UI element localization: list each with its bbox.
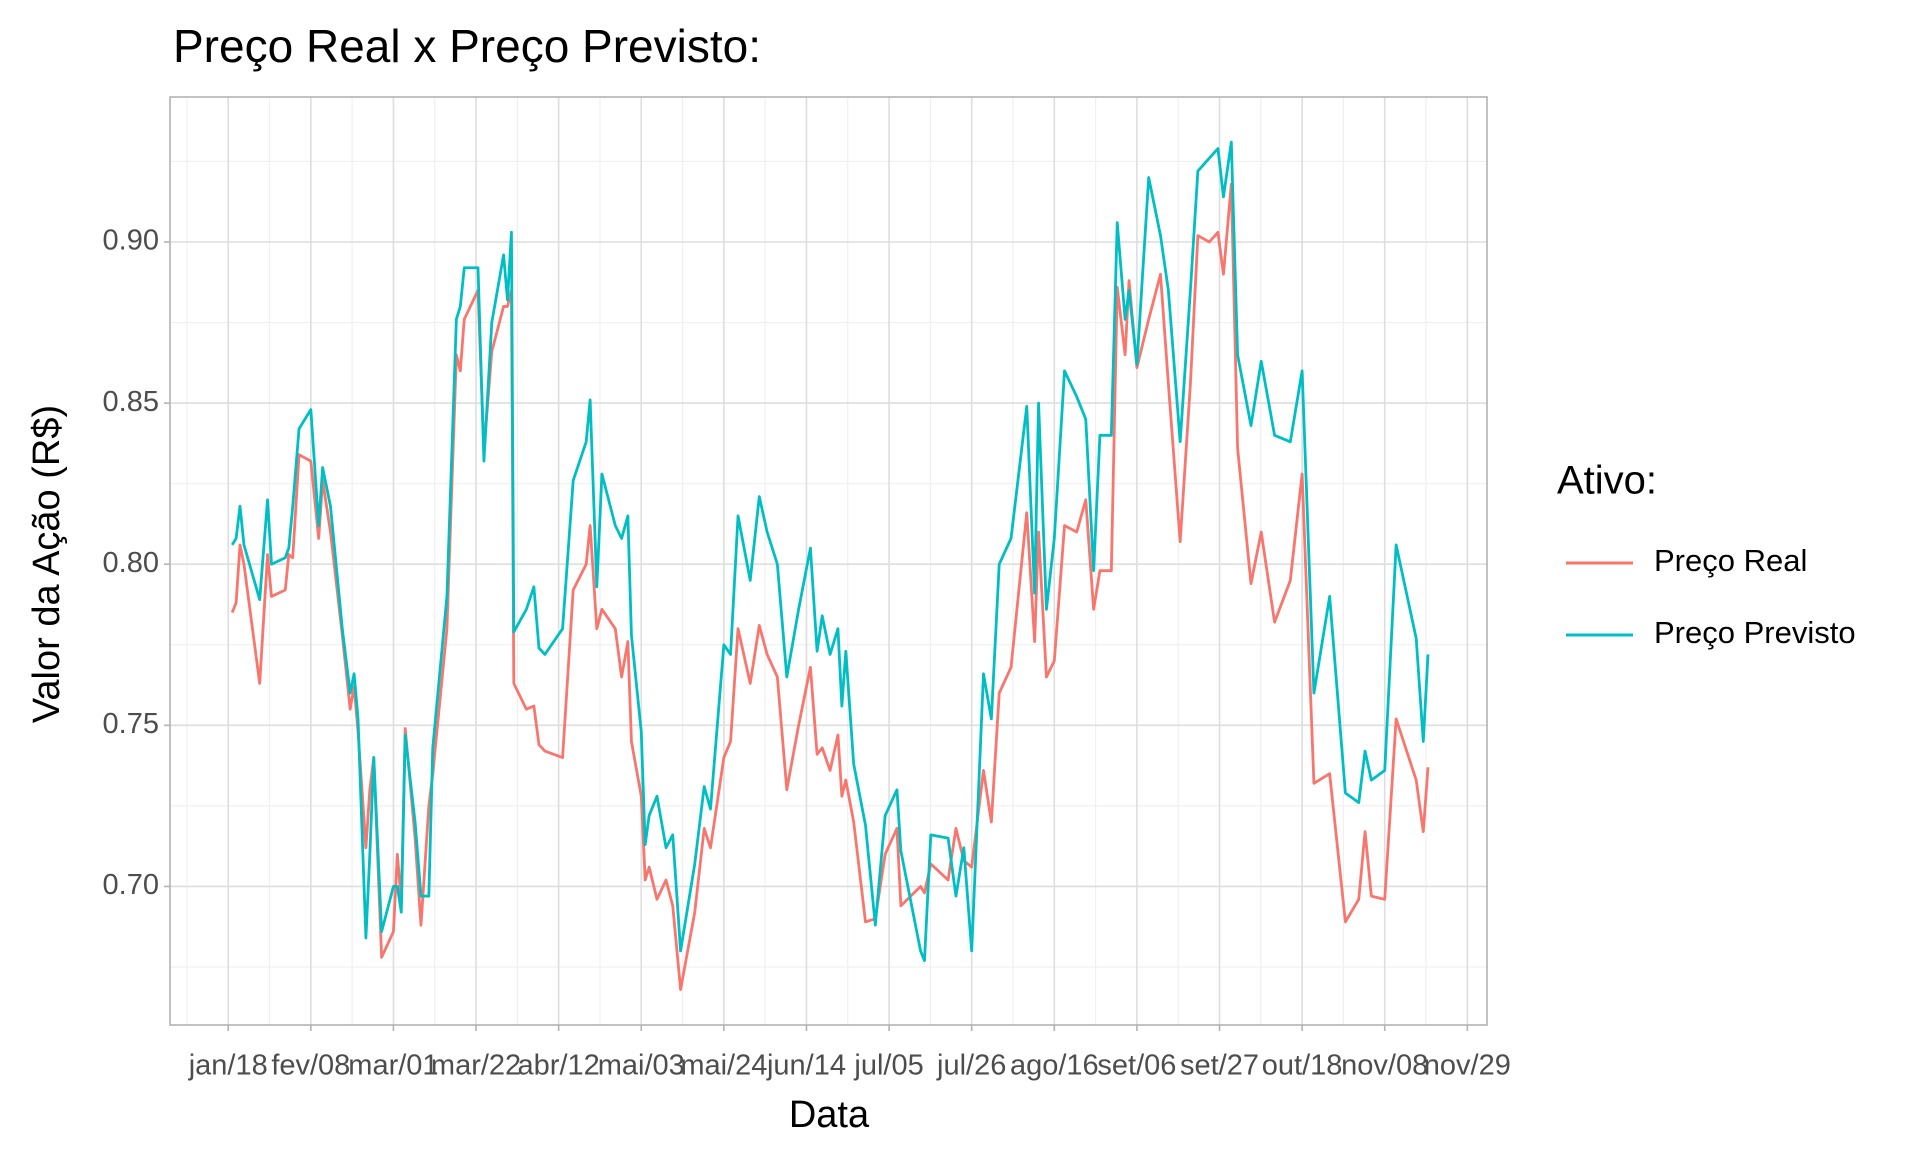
x-tick-label: out/18 bbox=[1262, 1050, 1343, 1082]
x-tick-label: set/27 bbox=[1180, 1050, 1259, 1082]
panel-border bbox=[169, 96, 1488, 1026]
x-tick-label: ago/16 bbox=[1010, 1050, 1099, 1082]
x-tick-label: abr/12 bbox=[518, 1050, 600, 1082]
legend-title: Ativo: bbox=[1557, 459, 1657, 503]
x-tick-label: jan/18 bbox=[188, 1050, 268, 1082]
line-series bbox=[230, 182, 1430, 991]
y-tick-label: 0.90 bbox=[103, 225, 159, 257]
x-axis-title: Data bbox=[789, 1094, 870, 1136]
legend-label: Preço Previsto bbox=[1654, 615, 1856, 650]
x-tick-label: mar/22 bbox=[431, 1050, 521, 1082]
x-tick-label: mai/24 bbox=[680, 1050, 767, 1082]
x-tick-label: jul/26 bbox=[936, 1050, 1006, 1082]
x-tick-label: nov/29 bbox=[1424, 1050, 1511, 1082]
chart-title: Preço Real x Preço Previsto: bbox=[173, 20, 761, 72]
y-tick-label: 0.70 bbox=[103, 869, 159, 901]
x-tick-label: mai/03 bbox=[598, 1050, 685, 1082]
x-tick-label: jul/05 bbox=[853, 1050, 923, 1082]
x-tick-label: mar/01 bbox=[348, 1050, 438, 1082]
y-tick-label: 0.75 bbox=[103, 708, 159, 740]
y-tick-label: 0.85 bbox=[103, 386, 159, 418]
x-tick-label: set/06 bbox=[1097, 1050, 1176, 1082]
x-tick-label: nov/08 bbox=[1341, 1050, 1428, 1082]
x-tick-label: jun/14 bbox=[766, 1050, 846, 1082]
line-series bbox=[230, 140, 1430, 962]
y-axis-title: Valor da Ação (R$) bbox=[26, 405, 68, 723]
x-tick-label: fev/08 bbox=[271, 1050, 350, 1082]
y-tick-label: 0.80 bbox=[103, 547, 159, 579]
legend-label: Preço Real bbox=[1654, 543, 1807, 578]
